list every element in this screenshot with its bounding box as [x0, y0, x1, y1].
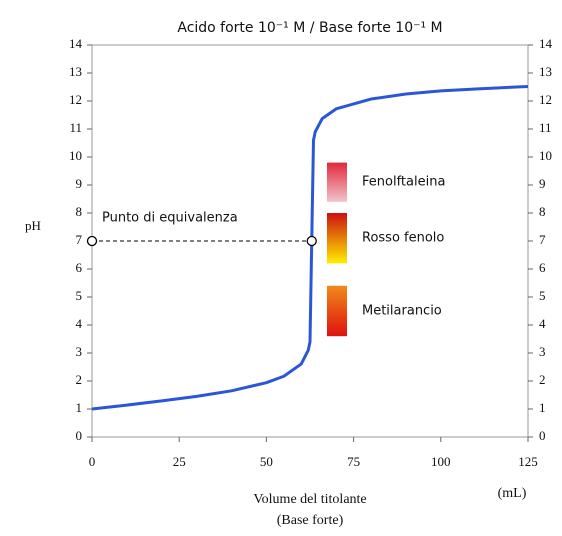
y2-tick-label: 4	[539, 316, 546, 331]
equivalence-point	[306, 235, 317, 247]
y2-tick-label: 6	[539, 260, 546, 275]
x-axis-unit: (mL)	[498, 486, 527, 501]
y2-tick-label: 3	[539, 344, 546, 359]
y-tick-label: 1	[76, 400, 83, 415]
y-tick-label: 14	[69, 36, 83, 51]
y-tick-label: 2	[76, 372, 83, 387]
y-tick-label: 8	[76, 204, 83, 219]
y-tick-label: 4	[76, 316, 83, 331]
y-tick-label: 10	[69, 148, 82, 163]
y-tick-label: 5	[76, 288, 83, 303]
y-tick-label: 13	[69, 64, 82, 79]
equivalence-axis-marker	[86, 235, 98, 247]
indicator-label: Fenolftaleina	[362, 175, 445, 190]
indicator-bar	[327, 285, 347, 337]
indicator-bar	[327, 162, 347, 202]
y-tick-label: 7	[76, 232, 83, 247]
x-tick-label: 75	[347, 454, 360, 469]
x-tick-label: 0	[89, 454, 96, 469]
x-tick-label: 125	[518, 454, 538, 469]
y-tick-label: 6	[76, 260, 83, 275]
titration-curve	[91, 84, 529, 411]
indicator-bar	[327, 213, 347, 264]
x-tick-label: 100	[431, 454, 451, 469]
y-axis-label: pH	[25, 218, 41, 233]
y-tick-label: 9	[76, 176, 83, 191]
y-tick-label: 0	[76, 428, 83, 443]
chart-title: Acido forte 10⁻¹ M / Base forte 10⁻¹ M	[177, 20, 442, 36]
y2-tick-label: 11	[539, 120, 552, 135]
y-tick-label: 12	[69, 92, 82, 107]
indicator-label: Rosso fenolo	[362, 231, 444, 246]
y2-tick-label: 1	[539, 400, 546, 415]
x-axis-sublabel: (Base forte)	[277, 513, 344, 528]
y2-tick-label: 0	[539, 428, 546, 443]
equivalence-label: Punto di equivalenza	[102, 211, 238, 226]
y2-tick-label: 8	[539, 204, 546, 219]
indicator-label: Metilarancio	[362, 304, 442, 319]
y2-tick-label: 7	[539, 232, 546, 247]
y2-tick-label: 14	[539, 36, 553, 51]
x-tick-label: 25	[173, 454, 186, 469]
y-tick-label: 11	[69, 120, 82, 135]
y2-tick-label: 13	[539, 64, 552, 79]
y-tick-label: 3	[76, 344, 83, 359]
x-tick-label: 50	[260, 454, 273, 469]
y2-tick-label: 9	[539, 176, 546, 191]
y2-tick-label: 2	[539, 372, 546, 387]
y2-tick-label: 12	[539, 92, 552, 107]
x-axis-label: Volume del titolante	[253, 492, 366, 507]
y2-tick-label: 10	[539, 148, 552, 163]
y2-tick-label: 5	[539, 288, 546, 303]
